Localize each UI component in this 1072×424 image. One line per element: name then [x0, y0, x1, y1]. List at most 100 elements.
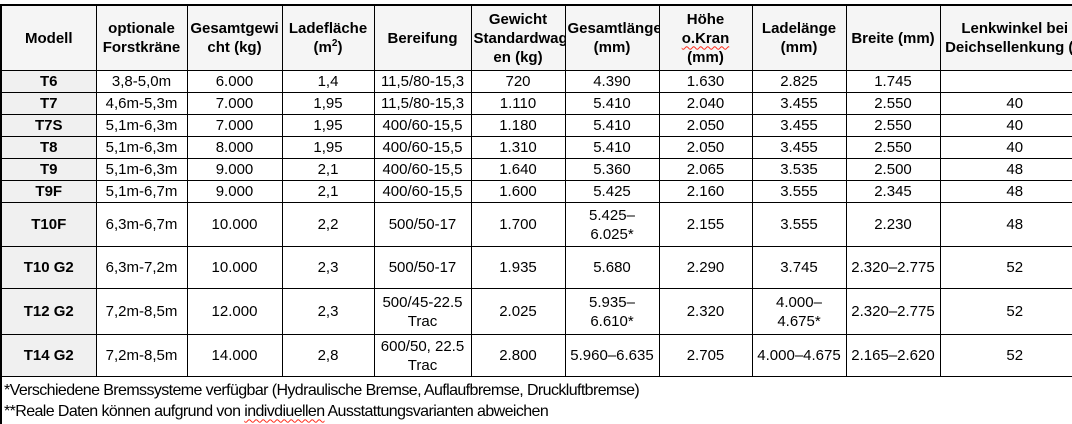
table-cell: 2,1	[281, 158, 375, 181]
col-header-modell: Modell	[0, 4, 97, 71]
table-cell: 5.360	[564, 158, 660, 181]
table-cell: 6.000	[186, 70, 283, 93]
table-cell: 2.345	[845, 180, 941, 203]
table-cell: 4.000–4.675	[751, 334, 847, 377]
table-cell: 5.680	[564, 246, 660, 289]
table-cell: 1,95	[281, 92, 375, 115]
table-cell: 4,6m-5,3m	[95, 92, 188, 115]
table-cell: 2.165–2.620	[845, 334, 941, 377]
table-cell: 5.410	[564, 136, 660, 159]
table-cell: 600/50, 22.5 Trac	[373, 334, 472, 377]
table-cell: 7,2m-8,5m	[95, 288, 188, 335]
table-row-t8: T8 5,1m-6,3m 8.000 1,95 400/60-15,5 1.31…	[0, 136, 1072, 159]
model-cell: T7	[0, 92, 97, 115]
table-cell: 500/50-17	[373, 202, 472, 247]
table-row-t12-g2: T12 G2 7,2m-8,5m 12.000 2,3 500/45-22.5 …	[0, 288, 1072, 335]
table-cell: 2.550	[845, 92, 941, 115]
footnote-real-data: **Reale Daten können aufgrund von indivd…	[4, 402, 549, 420]
table-cell: 2.320	[658, 288, 753, 335]
table-cell: 2.050	[658, 114, 753, 137]
col-header-lenkwinkel: Lenkwinkel bei Deichsellenkung (°)	[939, 4, 1072, 71]
table-cell: 2.065	[658, 158, 753, 181]
table-cell: 10.000	[186, 246, 283, 289]
table-cell: 3.535	[751, 158, 847, 181]
model-cell: T12 G2	[0, 288, 97, 335]
table-cell: 1.110	[470, 92, 566, 115]
table-cell: 400/60-15,5	[373, 136, 472, 159]
spellcheck-underline: o.Kran	[681, 29, 730, 47]
table-cell: 2,1	[281, 180, 375, 203]
table-cell: 12.000	[186, 288, 283, 335]
table-cell: 9.000	[186, 180, 283, 203]
table-cell: 1.640	[470, 158, 566, 181]
table-row-t10-g2: T10 G2 6,3m-7,2m 10.000 2,3 500/50-17 1.…	[0, 246, 1072, 289]
table-cell: 5,1m-6,3m	[95, 158, 188, 181]
table-cell: 3.745	[751, 246, 847, 289]
model-cell: T9	[0, 158, 97, 181]
model-cell: T14 G2	[0, 334, 97, 377]
table-cell: 7.000	[186, 114, 283, 137]
table-cell: 2.320–2.775	[845, 288, 941, 335]
model-cell: T10F	[0, 202, 97, 247]
model-cell: T6	[0, 70, 97, 93]
table-cell: 2.160	[658, 180, 753, 203]
table-row-t7: T7 4,6m-5,3m 7.000 1,95 11,5/80-15,3 1.1…	[0, 92, 1072, 115]
footnotes-row: *Verschiedene Bremssysteme verfügbar (Hy…	[0, 376, 1072, 424]
table-cell: 2,2	[281, 202, 375, 247]
table-cell: 5.960–6.635	[564, 334, 660, 377]
table-cell: 2.825	[751, 70, 847, 93]
table-cell: 11,5/80-15,3	[373, 70, 472, 93]
table-cell: 3.455	[751, 114, 847, 137]
table-cell: 4.000– 4.675*	[751, 288, 847, 335]
table-cell: 2.040	[658, 92, 753, 115]
table-cell: 5,1m-6,7m	[95, 180, 188, 203]
table-cell: 2.705	[658, 334, 753, 377]
table-cell: 1,4	[281, 70, 375, 93]
table-cell: 2.550	[845, 136, 941, 159]
table-cell: 3.455	[751, 136, 847, 159]
table-cell: 3.555	[751, 202, 847, 247]
table-cell: 48	[939, 180, 1072, 203]
table-cell: 5,1m-6,3m	[95, 114, 188, 137]
table-cell: 5.410	[564, 114, 660, 137]
table-row-t6: T6 3,8-5,0m 6.000 1,4 11,5/80-15,3 720 4…	[0, 70, 1072, 93]
table-cell: 9.000	[186, 158, 283, 181]
table-cell: 52	[939, 334, 1072, 377]
table-cell: 2.050	[658, 136, 753, 159]
table-cell	[939, 70, 1072, 93]
table-cell: 2,3	[281, 246, 375, 289]
table-cell: 1,95	[281, 114, 375, 137]
table-cell: 2.800	[470, 334, 566, 377]
table-cell: 2.025	[470, 288, 566, 335]
table-row-t9f: T9F 5,1m-6,7m 9.000 2,1 400/60-15,5 1.60…	[0, 180, 1072, 203]
table-cell: 40	[939, 114, 1072, 137]
table-cell: 52	[939, 288, 1072, 335]
table-cell: 1.700	[470, 202, 566, 247]
table-cell: 1.600	[470, 180, 566, 203]
table-cell: 7.000	[186, 92, 283, 115]
table-cell: 3.455	[751, 92, 847, 115]
spellcheck-underline: indivdiuellen	[244, 402, 325, 420]
table-row-t7s: T7S 5,1m-6,3m 7.000 1,95 400/60-15,5 1.1…	[0, 114, 1072, 137]
table-cell: 2.500	[845, 158, 941, 181]
table-cell: 1,95	[281, 136, 375, 159]
col-header-ladelaenge: Ladelänge (mm)	[751, 4, 847, 71]
table-cell: 2.230	[845, 202, 941, 247]
table-cell: 3,8-5,0m	[95, 70, 188, 93]
table-cell: 500/45-22.5 Trac	[373, 288, 472, 335]
table-cell: 400/60-15,5	[373, 114, 472, 137]
header-row: Modell optionale Forstkräne Gesamtgewi c…	[0, 4, 1072, 71]
col-header-gesamtgewicht: Gesamtgewi cht (kg)	[186, 4, 283, 71]
col-header-gewicht-standardwagen: Gewicht Standardwag en (kg)	[470, 4, 566, 71]
table-cell: 8.000	[186, 136, 283, 159]
table-cell: 6,3m-6,7m	[95, 202, 188, 247]
col-header-bereifung: Bereifung	[373, 4, 472, 71]
table-cell: 5.425– 6.025*	[564, 202, 660, 247]
superscript-2: 2	[331, 38, 338, 49]
table-cell: 10.000	[186, 202, 283, 247]
model-cell: T10 G2	[0, 246, 97, 289]
table-cell: 2.155	[658, 202, 753, 247]
table-cell: 1.630	[658, 70, 753, 93]
table-cell: 4.390	[564, 70, 660, 93]
